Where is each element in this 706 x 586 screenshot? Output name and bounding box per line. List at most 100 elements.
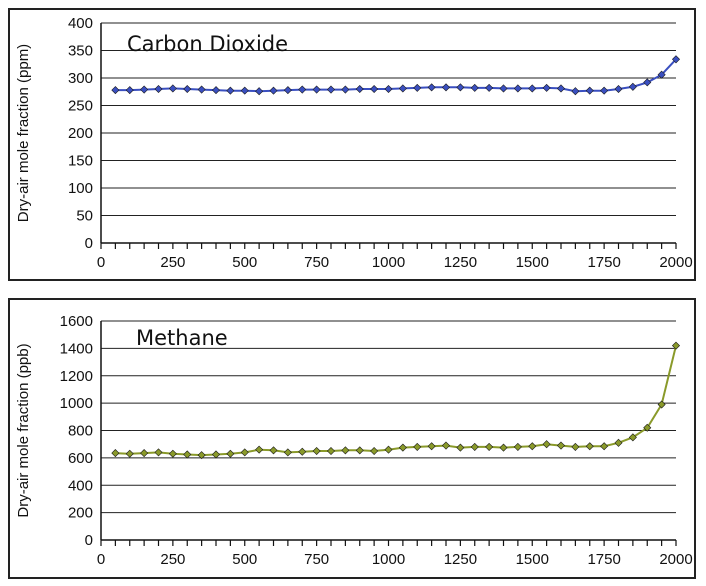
x-tick-label: 1500 — [516, 254, 549, 271]
data-point — [657, 70, 666, 79]
methane-chart-panel: 0 200 400 600 800 1000 1200 1400 1600 0 250 500 750 1… — [8, 298, 696, 579]
y-tick-label: 1600 — [60, 313, 93, 330]
x-tick-label: 1750 — [587, 254, 620, 271]
x-tick-label: 1500 — [516, 551, 549, 568]
data-point — [513, 442, 522, 451]
data-point — [326, 447, 336, 456]
data-point — [485, 83, 494, 92]
data-point — [283, 86, 292, 95]
data-point — [211, 450, 221, 459]
x-tick-label: 500 — [232, 551, 257, 568]
data-point — [556, 441, 566, 450]
data-point — [456, 83, 465, 92]
data-point — [298, 447, 307, 456]
series-line — [115, 345, 677, 457]
data-point — [427, 83, 436, 92]
data-point — [312, 447, 321, 456]
data-point — [111, 449, 120, 458]
data-point — [341, 446, 350, 455]
data-point — [140, 85, 149, 94]
data-point — [168, 449, 177, 458]
data-point — [542, 83, 551, 92]
chart-title: Carbon Dioxide — [127, 32, 288, 56]
x-tick-label: 250 — [160, 551, 185, 568]
x-tick-label: 2000 — [659, 254, 692, 271]
data-point — [211, 86, 221, 95]
data-point — [384, 84, 393, 94]
data-point — [643, 423, 652, 432]
data-point — [312, 85, 321, 94]
co2-chart: 0 50 100 150 200 250 300 350 400 0 250 500 750 1000 12… — [15, 15, 693, 271]
data-point — [456, 443, 465, 452]
data-point — [269, 446, 278, 455]
series-line — [115, 58, 677, 93]
data-point — [628, 433, 637, 442]
data-point — [183, 84, 192, 94]
data-point — [614, 84, 623, 94]
data-point — [298, 85, 307, 94]
y-tick-label: 300 — [68, 70, 93, 87]
data-point — [370, 84, 379, 94]
data-point — [341, 85, 350, 94]
data-point — [671, 55, 681, 64]
methane-chart: 0 200 400 600 800 1000 1200 1400 1600 0 250 500 750 1… — [15, 313, 693, 568]
data-point — [413, 442, 422, 451]
data-point — [614, 438, 623, 447]
data-point — [240, 448, 249, 457]
data-point — [499, 84, 508, 93]
data-point — [269, 86, 278, 95]
x-tick-label: 750 — [304, 551, 329, 568]
data-point — [470, 83, 479, 92]
data-point — [556, 84, 566, 93]
y-tick-label: 1400 — [60, 340, 93, 357]
y-tick-label: 1200 — [60, 368, 93, 385]
data-point — [111, 86, 120, 95]
y-tick-label: 400 — [68, 477, 93, 494]
data-point — [140, 449, 149, 458]
data-point — [154, 84, 163, 94]
y-tick-label: 50 — [76, 208, 93, 225]
data-point — [197, 451, 206, 460]
data-point — [125, 86, 134, 95]
data-point — [571, 87, 580, 96]
data-point — [485, 442, 494, 451]
data-point — [643, 78, 652, 87]
y-tick-label: 200 — [68, 125, 93, 142]
data-point — [355, 84, 364, 94]
y-tick-label: 600 — [68, 450, 93, 467]
x-tick-label: 1000 — [372, 254, 405, 271]
y-tick-label: 0 — [85, 235, 93, 252]
data-point — [168, 84, 177, 93]
x-tick-label: 750 — [304, 254, 329, 271]
data-point — [600, 442, 609, 451]
data-point — [326, 85, 336, 94]
data-point — [154, 448, 163, 457]
data-point — [513, 84, 522, 93]
data-point — [183, 450, 192, 459]
y-tick-label: 1000 — [60, 395, 93, 412]
data-point — [240, 86, 249, 95]
x-tick-label: 0 — [97, 254, 105, 271]
y-tick-label: 200 — [68, 505, 93, 522]
x-tick-label: 500 — [232, 254, 257, 271]
y-tick-label: 350 — [68, 43, 93, 60]
y-tick-label: 400 — [68, 15, 93, 32]
y-tick-label: 150 — [68, 153, 93, 170]
y-axis-label: Dry-air mole fraction (ppm) — [15, 44, 32, 222]
x-tick-label: 0 — [97, 551, 105, 568]
data-point — [398, 84, 407, 93]
data-point — [571, 442, 580, 451]
data-point — [600, 86, 609, 95]
y-tick-label: 0 — [85, 532, 93, 549]
chart-title: Methane — [136, 326, 228, 350]
x-tick-label: 2000 — [659, 551, 692, 568]
data-point — [413, 83, 422, 92]
y-tick-label: 250 — [68, 98, 93, 115]
data-point — [197, 85, 206, 94]
data-point — [542, 440, 551, 449]
data-point — [370, 447, 379, 456]
data-point — [226, 86, 235, 95]
data-point — [671, 341, 681, 350]
x-tick-label: 1250 — [444, 254, 477, 271]
data-point — [398, 443, 407, 452]
